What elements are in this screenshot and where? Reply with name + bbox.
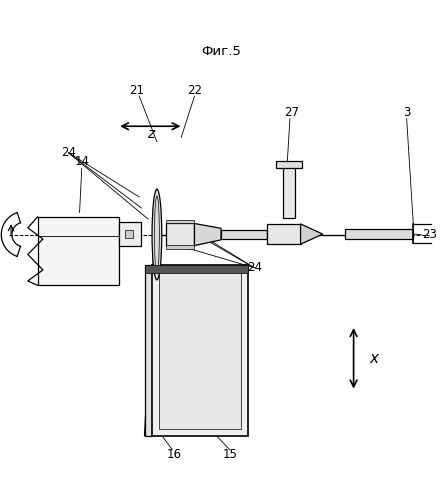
Bar	[166, 224, 194, 246]
Text: 3: 3	[403, 106, 410, 120]
Text: 24: 24	[247, 261, 262, 274]
Text: Фиг.5: Фиг.5	[201, 44, 241, 58]
Bar	[119, 222, 141, 246]
Polygon shape	[301, 224, 323, 244]
Polygon shape	[194, 224, 221, 246]
Text: z: z	[147, 127, 154, 141]
Bar	[345, 229, 413, 239]
Bar	[166, 220, 194, 224]
Text: 23: 23	[422, 228, 437, 241]
Text: 22: 22	[187, 84, 202, 98]
Bar	[152, 266, 248, 436]
Bar	[221, 230, 267, 239]
Bar	[38, 217, 119, 286]
Bar	[159, 272, 241, 429]
Text: 21: 21	[130, 84, 145, 98]
Bar	[145, 266, 248, 274]
Text: 16: 16	[167, 448, 182, 460]
Ellipse shape	[152, 189, 162, 280]
Text: 24: 24	[61, 146, 76, 160]
Text: 15: 15	[222, 448, 237, 460]
Bar	[125, 230, 133, 238]
Bar	[283, 167, 295, 218]
Bar	[166, 245, 194, 248]
Text: 27: 27	[284, 106, 299, 120]
Text: x: x	[369, 351, 378, 366]
Bar	[267, 224, 301, 244]
Text: 14: 14	[74, 155, 89, 168]
Bar	[276, 161, 302, 168]
Bar	[145, 266, 152, 436]
